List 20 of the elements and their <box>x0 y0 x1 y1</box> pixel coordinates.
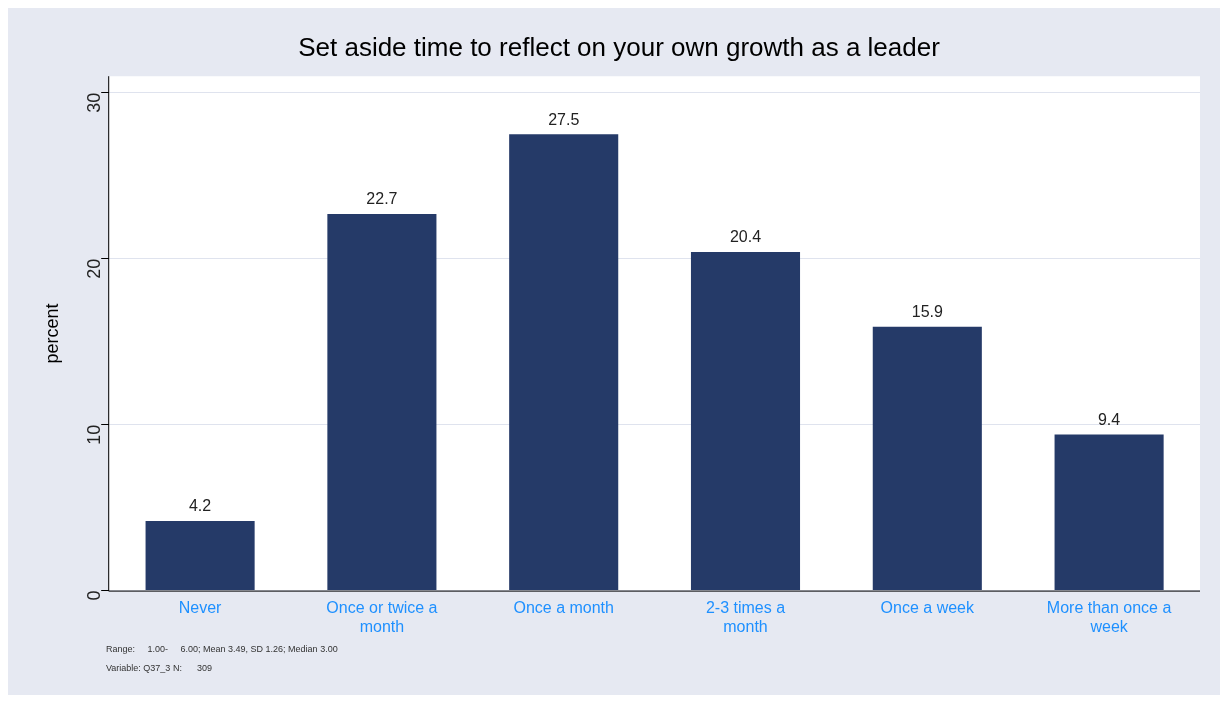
y-tick-label: 20 <box>84 258 105 279</box>
data-label: 22.7 <box>366 190 398 208</box>
text: Variable: Q37_3 N: 309 <box>106 663 212 674</box>
x-tick-label: Never <box>178 598 223 616</box>
y-tick-label: 30 <box>84 92 105 113</box>
data-label: 4.2 <box>188 497 212 515</box>
x-tick-label: 2-3 times a month <box>705 598 786 635</box>
x-tick-label: Once or twice a month <box>326 598 438 635</box>
text: Range: 1.00- 6.00; Mean 3.49, SD 1.26; Median 3.00 <box>106 644 338 655</box>
data-label: 20.4 <box>729 228 762 246</box>
y-tick-label: 0 <box>84 590 105 601</box>
data-label: 15.9 <box>911 303 943 321</box>
x-tick-label: More than once a week <box>1046 598 1172 635</box>
y-axis-title: percent <box>41 303 62 364</box>
x-tick-label: Once a month <box>513 598 614 616</box>
x-tick-label: Once a week <box>880 598 975 616</box>
y-tick-label: 10 <box>84 424 105 445</box>
data-label: 27.5 <box>548 110 580 128</box>
chart-title: Set aside time to reflect on your own growth as a leader <box>298 31 941 62</box>
data-label: 9.4 <box>1097 411 1121 429</box>
